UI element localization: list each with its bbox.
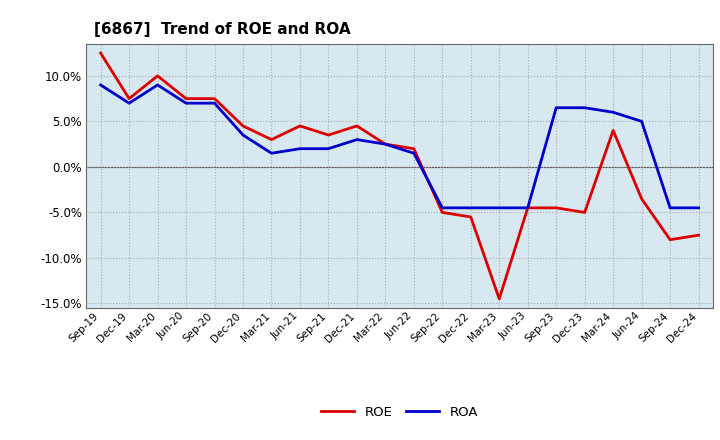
ROA: [666, 205, 675, 210]
ROA: [609, 110, 618, 115]
ROE: [324, 132, 333, 138]
Legend: ROE, ROA: ROE, ROA: [315, 399, 485, 425]
ROA: [694, 205, 703, 210]
ROE: [125, 96, 133, 101]
ROA: [153, 82, 162, 88]
ROE: [381, 142, 390, 147]
ROE: [96, 51, 105, 56]
ROA: [552, 105, 561, 110]
ROE: [181, 96, 190, 101]
ROE: [210, 96, 219, 101]
ROA: [495, 205, 503, 210]
ROE: [580, 210, 589, 215]
ROA: [353, 137, 361, 142]
ROA: [580, 105, 589, 110]
ROE: [609, 128, 618, 133]
ROA: [381, 142, 390, 147]
ROA: [296, 146, 305, 151]
ROA: [438, 205, 446, 210]
ROA: [324, 146, 333, 151]
ROE: [467, 214, 475, 220]
Line: ROE: ROE: [101, 53, 698, 299]
Line: ROA: ROA: [101, 85, 698, 208]
ROA: [467, 205, 475, 210]
ROA: [410, 150, 418, 156]
ROA: [210, 100, 219, 106]
ROE: [637, 196, 646, 202]
ROA: [96, 82, 105, 88]
ROA: [239, 132, 248, 138]
ROA: [125, 100, 133, 106]
ROE: [267, 137, 276, 142]
ROE: [353, 123, 361, 128]
ROE: [153, 73, 162, 78]
ROE: [296, 123, 305, 128]
ROE: [552, 205, 561, 210]
ROE: [666, 237, 675, 242]
ROE: [239, 123, 248, 128]
ROE: [438, 210, 446, 215]
ROE: [694, 232, 703, 238]
ROE: [410, 146, 418, 151]
ROA: [181, 100, 190, 106]
ROA: [523, 205, 532, 210]
ROA: [637, 119, 646, 124]
ROA: [267, 150, 276, 156]
ROE: [495, 296, 503, 301]
Text: [6867]  Trend of ROE and ROA: [6867] Trend of ROE and ROA: [94, 22, 350, 37]
ROE: [523, 205, 532, 210]
